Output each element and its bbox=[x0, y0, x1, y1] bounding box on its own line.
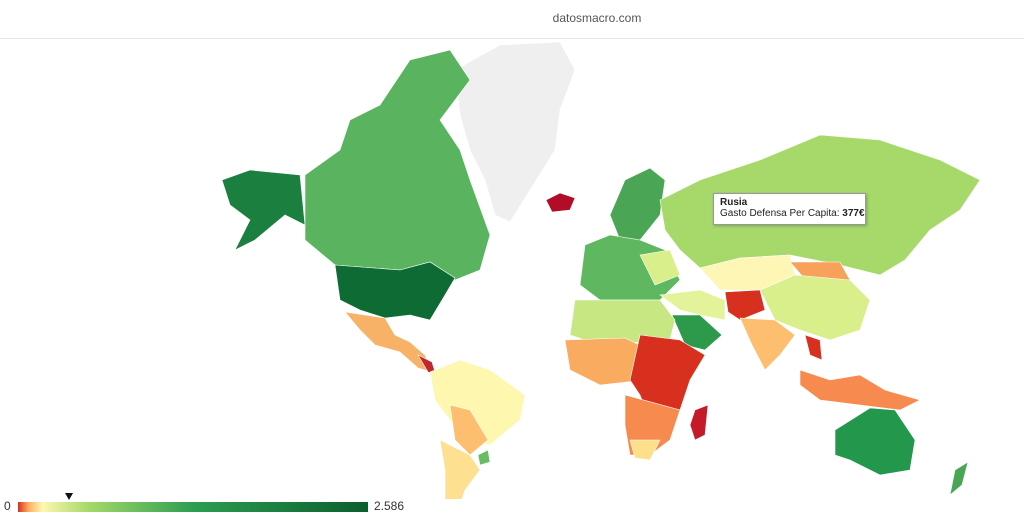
tooltip-country: Rusia bbox=[720, 197, 748, 208]
tooltip-line: Gasto Defensa Per Capita: 377€ bbox=[720, 208, 865, 219]
world-map bbox=[221, 41, 981, 499]
legend-scale bbox=[18, 502, 368, 512]
tooltip-value: 377€ bbox=[842, 208, 865, 219]
country[interactable] bbox=[439, 439, 481, 499]
country[interactable] bbox=[799, 369, 921, 411]
legend: 0 2.586 bbox=[4, 493, 404, 513]
country[interactable] bbox=[834, 407, 916, 476]
country[interactable] bbox=[804, 334, 823, 361]
country[interactable] bbox=[689, 404, 709, 441]
country[interactable] bbox=[671, 314, 723, 351]
country[interactable] bbox=[334, 261, 456, 321]
country[interactable] bbox=[221, 169, 306, 251]
country[interactable] bbox=[949, 461, 969, 496]
country[interactable] bbox=[304, 49, 491, 281]
country[interactable] bbox=[739, 317, 796, 371]
header: datosmacro.com bbox=[0, 0, 1024, 39]
legend-indicator bbox=[65, 493, 74, 500]
country[interactable] bbox=[454, 41, 576, 223]
country[interactable] bbox=[344, 311, 433, 373]
country[interactable] bbox=[629, 439, 661, 461]
country[interactable] bbox=[639, 249, 681, 286]
country[interactable] bbox=[449, 404, 489, 456]
tooltip-metric: Gasto Defensa Per Capita: bbox=[720, 208, 840, 219]
tooltip: Rusia Gasto Defensa Per Capita: 377€ bbox=[713, 193, 866, 225]
country[interactable] bbox=[659, 289, 726, 321]
country[interactable] bbox=[609, 167, 666, 241]
country[interactable] bbox=[477, 449, 491, 466]
country[interactable] bbox=[759, 274, 871, 341]
country[interactable] bbox=[545, 192, 576, 213]
country[interactable] bbox=[724, 289, 766, 321]
legend-max-label: 2.586 bbox=[374, 499, 404, 513]
legend-min-label: 0 bbox=[4, 499, 11, 513]
site-name[interactable]: datosmacro.com bbox=[552, 11, 642, 25]
